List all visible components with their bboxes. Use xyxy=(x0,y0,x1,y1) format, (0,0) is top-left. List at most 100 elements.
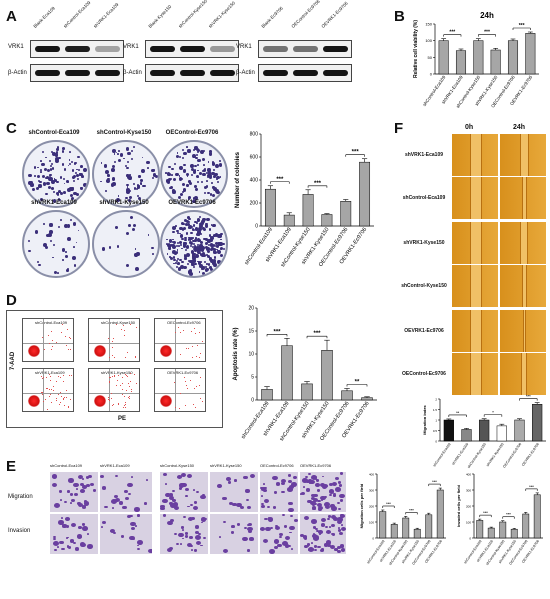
cell-event xyxy=(174,407,176,409)
blot-row-label: β-Actin xyxy=(8,70,27,76)
vrk1-blot xyxy=(145,40,239,58)
cell-event xyxy=(128,395,130,397)
colony-dot xyxy=(131,227,135,231)
y-tick-label: 0 xyxy=(251,398,254,404)
colony-dot xyxy=(179,258,182,261)
colony-dot xyxy=(176,257,180,260)
y-tick-label: 0.5 xyxy=(433,429,438,433)
cell-event xyxy=(179,392,181,394)
cell-event xyxy=(64,397,66,399)
colony-dot xyxy=(189,259,193,264)
colony-dot xyxy=(185,245,190,249)
cell-event xyxy=(44,349,46,351)
stained-cell xyxy=(320,495,326,500)
colony-dot xyxy=(204,186,208,190)
bar xyxy=(496,425,507,442)
cell-event xyxy=(109,399,110,401)
colony-dot xyxy=(54,157,59,161)
cell-event xyxy=(56,397,58,399)
stained-cell xyxy=(235,502,242,508)
bar xyxy=(532,404,543,442)
stained-cell xyxy=(176,542,180,545)
colony-dot xyxy=(183,241,187,246)
stained-cell xyxy=(79,535,82,538)
stained-cell xyxy=(264,517,268,521)
cell-event xyxy=(179,408,181,410)
stained-cell xyxy=(109,528,115,533)
stained-cell xyxy=(181,483,188,488)
cell-event xyxy=(48,334,50,336)
cell-event xyxy=(63,397,65,399)
stained-cell xyxy=(282,541,289,547)
colony-dot xyxy=(183,265,187,270)
colony-dot xyxy=(43,168,47,172)
colony-dot xyxy=(201,246,205,250)
stained-cell xyxy=(130,526,135,530)
stained-cell xyxy=(60,499,63,502)
significance-label: *** xyxy=(409,507,414,512)
colony-dot xyxy=(213,256,217,259)
colony-dot xyxy=(213,234,216,238)
colony-dot xyxy=(152,173,157,177)
colony-dot xyxy=(64,251,67,253)
quadrant-v xyxy=(109,369,110,411)
colony-dot xyxy=(70,187,74,192)
stained-cell xyxy=(183,515,187,519)
colony-dot xyxy=(220,247,223,251)
stained-cell xyxy=(185,494,188,497)
stained-cell xyxy=(218,535,221,538)
stained-cell xyxy=(284,544,290,548)
y-tick-label: 200 xyxy=(466,505,471,509)
bar xyxy=(473,40,484,75)
stained-cell xyxy=(53,535,56,538)
stained-cell xyxy=(131,537,135,540)
cell-event xyxy=(130,323,132,325)
colony-dot xyxy=(78,174,81,177)
stained-cell xyxy=(70,498,76,503)
y-tick-label: 800 xyxy=(250,132,259,138)
colony-dot xyxy=(173,177,177,181)
colony-dot xyxy=(197,149,201,153)
quadrant-h xyxy=(155,343,205,344)
colony-dot xyxy=(48,160,51,163)
colony-dot xyxy=(76,174,79,177)
colony-dot xyxy=(172,226,177,231)
stained-cell xyxy=(78,526,83,529)
colony-dot xyxy=(112,149,117,153)
stained-cell xyxy=(89,482,95,487)
cell-event xyxy=(135,355,137,357)
colony-dot xyxy=(77,229,80,232)
colony-dot xyxy=(179,232,181,235)
colony-dot xyxy=(179,241,182,244)
colony-dot xyxy=(206,254,208,256)
colony-dot xyxy=(82,182,87,187)
colony-dot xyxy=(127,173,130,176)
stained-cell xyxy=(307,499,312,504)
cell-event xyxy=(61,323,63,325)
stained-cell xyxy=(293,475,298,479)
colony-dot xyxy=(186,146,188,148)
blot-band xyxy=(323,46,348,52)
colony-dot xyxy=(183,254,188,259)
colony-dot xyxy=(117,158,122,163)
stained-cell xyxy=(120,535,124,538)
colony-dot xyxy=(190,225,194,229)
stained-cell xyxy=(242,536,248,541)
y-tick-label: 400 xyxy=(250,178,259,184)
y-tick-label: 150 xyxy=(425,22,432,27)
dish-label: OEVRK1-Ec9706 xyxy=(168,200,216,206)
colony-dot xyxy=(207,176,210,179)
colony-dot xyxy=(187,271,190,274)
stained-cell xyxy=(337,520,343,525)
cell-event xyxy=(173,382,175,384)
cell-event xyxy=(66,328,68,330)
stained-cell xyxy=(111,498,118,504)
cell-event xyxy=(50,375,52,377)
cell-event xyxy=(55,399,57,401)
colony-dot xyxy=(190,262,193,265)
quadrant-v xyxy=(175,369,176,411)
colony-dot xyxy=(58,198,61,202)
